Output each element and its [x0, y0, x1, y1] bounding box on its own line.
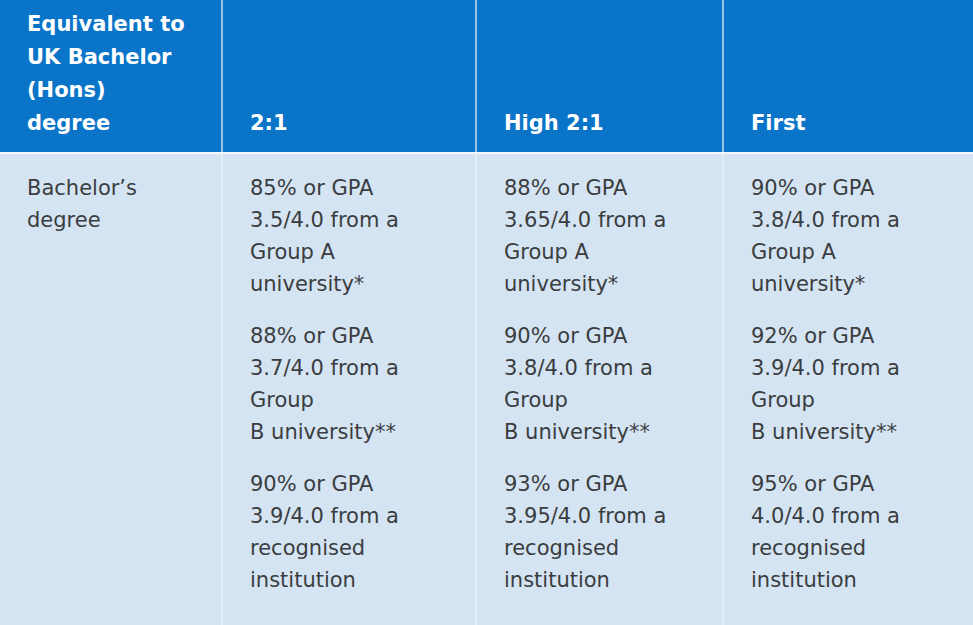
requirement-group-a: 85% or GPA 3.5/4.0 from a Group A univer…: [250, 172, 461, 300]
header-cell-high-2-1: High 2:1: [475, 0, 722, 152]
requirement-group-b: 92% or GPA 3.9/4.0 from a Group B univer…: [751, 320, 959, 448]
row-label-bachelors-degree: Bachelor’s degree: [0, 154, 221, 625]
requirement-recognised: 93% or GPA 3.95/4.0 from a recognised in…: [504, 468, 708, 596]
header-cell-2-1: 2:1: [221, 0, 475, 152]
requirement-group-b: 90% or GPA 3.8/4.0 from a Group B univer…: [504, 320, 708, 448]
table-body-row: Bachelor’s degree 85% or GPA 3.5/4.0 fro…: [0, 154, 973, 625]
requirement-group-a: 90% or GPA 3.8/4.0 from a Group A univer…: [751, 172, 959, 300]
cell-requirements-2-1: 85% or GPA 3.5/4.0 from a Group A univer…: [221, 154, 475, 625]
degree-equivalency-table: Equivalent to UK Bachelor (Hons) degree …: [0, 0, 973, 625]
cell-requirements-first: 90% or GPA 3.8/4.0 from a Group A univer…: [722, 154, 973, 625]
cell-requirements-high-2-1: 88% or GPA 3.65/4.0 from a Group A unive…: [475, 154, 722, 625]
requirement-recognised: 95% or GPA 4.0/4.0 from a recognised ins…: [751, 468, 959, 596]
header-cell-first: First: [722, 0, 973, 152]
requirement-group-b: 88% or GPA 3.7/4.0 from a Group B univer…: [250, 320, 461, 448]
requirement-recognised: 90% or GPA 3.9/4.0 from a recognised ins…: [250, 468, 461, 596]
requirement-group-a: 88% or GPA 3.65/4.0 from a Group A unive…: [504, 172, 708, 300]
table-header-row: Equivalent to UK Bachelor (Hons) degree …: [0, 0, 973, 154]
header-cell-uk-equivalent: Equivalent to UK Bachelor (Hons) degree: [0, 0, 221, 152]
